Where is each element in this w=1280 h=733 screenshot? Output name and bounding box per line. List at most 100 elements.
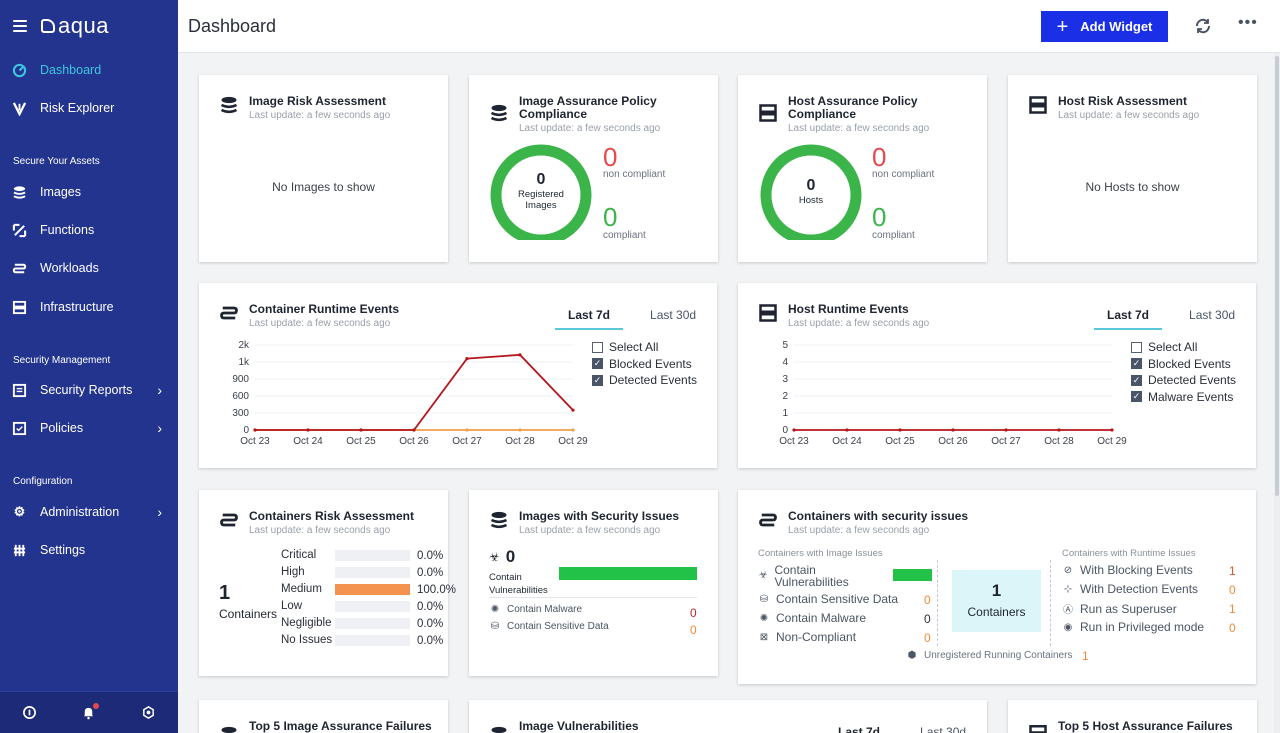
detection-icon: ⊹ <box>1063 583 1073 595</box>
page-title: Dashboard <box>188 16 277 36</box>
non-compliant-icon: ⊠ <box>759 631 769 643</box>
legend-select-all[interactable]: Select All <box>1131 339 1236 356</box>
sidebar-item-label: Functions <box>40 223 95 237</box>
data-point <box>518 428 522 432</box>
sidebar-item-administration[interactable]: ⚙ Administration › <box>0 495 178 529</box>
tab-last-7d[interactable]: Last 7d <box>555 308 624 330</box>
runtime-issues-header: Containers with Runtime Issues <box>1062 548 1196 559</box>
tab-last-7d[interactable]: Last 7d <box>1094 308 1163 330</box>
widget-host-assurance-policy: Host Assurance Policy Compliance Last up… <box>738 75 987 262</box>
risk-bar <box>335 550 410 561</box>
aqua-logo-icon <box>41 19 55 33</box>
risk-row: Low 0.0% <box>281 598 461 615</box>
widget-title: Image Risk Assessment <box>249 94 386 108</box>
widget-title: Image Vulnerabilities <box>519 719 639 733</box>
donut-label: Registered <box>518 189 564 200</box>
user-icon[interactable] <box>140 705 156 721</box>
x-tick-label: Oct 26 <box>938 436 968 447</box>
vulnerabilities-bar <box>893 569 932 581</box>
sensitive-count: 0 <box>924 593 931 607</box>
sidebar-item-policies[interactable]: Policies › <box>0 411 178 445</box>
checkbox-checked[interactable]: ✓ <box>1131 391 1142 403</box>
widget-image-risk-assessment: Image Risk Assessment Last update: a few… <box>199 75 448 262</box>
compliant-label: compliant <box>872 230 915 241</box>
more-options-icon[interactable]: ••• <box>1238 14 1258 31</box>
sidebar-item-workloads[interactable]: Workloads <box>0 251 178 285</box>
sidebar-item-security-reports[interactable]: Security Reports › <box>0 373 178 407</box>
checkbox-checked[interactable]: ✓ <box>1131 374 1142 386</box>
sliders-icon <box>12 543 27 558</box>
risk-percent: 0.0% <box>417 566 444 579</box>
empty-message: No Images to show <box>272 180 375 194</box>
menu-icon[interactable] <box>13 20 27 32</box>
widget-title: Host Risk Assessment <box>1058 94 1187 108</box>
last-update: Last update: a few seconds ago <box>249 525 391 537</box>
data-point <box>1110 428 1114 432</box>
layers-icon <box>489 103 509 123</box>
sidebar-item-risk-explorer[interactable]: Risk Explorer <box>0 91 178 125</box>
vuln-label-line2: Vulnerabilities <box>489 585 548 597</box>
sidebar-item-infrastructure[interactable]: Infrastructure <box>0 290 178 324</box>
scrollbar-thumb[interactable] <box>1275 56 1279 496</box>
layers-icon <box>489 720 509 733</box>
tab-last-30d[interactable]: Last 30d <box>920 725 967 733</box>
checkbox-checked[interactable]: ✓ <box>592 358 603 370</box>
legend-blocked-events[interactable]: ✓ Blocked Events <box>1131 356 1231 371</box>
malware-count: 0 <box>690 606 697 620</box>
report-icon <box>12 383 27 398</box>
risk-severity-label: Critical <box>281 549 317 562</box>
risk-row: Critical 0.0% <box>281 547 461 564</box>
server-icon <box>1028 95 1048 115</box>
logo[interactable]: aqua <box>41 13 109 39</box>
containers-summary[interactable]: 1 Containers <box>952 570 1041 632</box>
checkbox-checked[interactable]: ✓ <box>592 374 603 386</box>
sidebar-item-dashboard[interactable]: Dashboard <box>0 53 178 87</box>
layers-icon <box>219 95 239 115</box>
bell-icon[interactable] <box>81 702 99 721</box>
widget-title: Image Assurance Policy <box>519 94 657 108</box>
widget-image-assurance-policy: Image Assurance Policy Compliance Last u… <box>469 75 718 262</box>
blocking-count: 1 <box>1229 564 1236 578</box>
sidebar-item-label: Risk Explorer <box>40 101 115 115</box>
data-point <box>412 428 416 432</box>
legend-select-all[interactable]: Select All <box>592 339 697 356</box>
widget-title: Top 5 Image Assurance Failures <box>249 719 432 733</box>
workloads-icon <box>219 510 239 530</box>
checkbox[interactable] <box>592 341 603 353</box>
x-tick-label: Oct 27 <box>452 436 482 447</box>
tab-last-7d[interactable]: Last 7d <box>825 725 893 733</box>
dashboard-icon <box>12 63 27 78</box>
layers-icon <box>219 720 239 733</box>
sidebar-item-functions[interactable]: Functions <box>0 213 178 247</box>
x-tick-label: Oct 24 <box>832 436 862 447</box>
legend-blocked-events[interactable]: ✓ Blocked Events <box>592 356 692 371</box>
data-point <box>571 408 575 412</box>
x-tick-label: Oct 23 <box>240 436 270 447</box>
sidebar-item-label: Images <box>40 185 81 199</box>
gear-icon: ⚙ <box>13 504 26 519</box>
containers-label: Containers <box>967 605 1026 619</box>
data-point <box>306 428 310 432</box>
x-tick-label: Oct 28 <box>1044 436 1074 447</box>
checkbox[interactable] <box>1131 341 1142 353</box>
legend-detected-events[interactable]: ✓ Detected Events <box>592 373 698 388</box>
bug-icon: ☣ <box>758 570 768 581</box>
tab-last-30d[interactable]: Last 30d <box>650 308 697 322</box>
checkbox-checked[interactable]: ✓ <box>1131 358 1142 370</box>
sidebar-item-images[interactable]: Images <box>0 175 178 209</box>
data-point <box>1004 428 1008 432</box>
y-tick-label: 3 <box>782 374 788 385</box>
tab-last-30d[interactable]: Last 30d <box>1189 308 1236 322</box>
legend-malware-events[interactable]: ✓ Malware Events <box>1131 389 1234 404</box>
last-update: Last update: a few seconds ago <box>788 318 930 330</box>
add-widget-button[interactable]: + Add Widget <box>1041 11 1168 42</box>
widget-container-runtime-events: Container Runtime Events Last update: a … <box>199 283 717 468</box>
risk-percent: 0.0% <box>417 617 444 630</box>
legend-detected-events[interactable]: ✓ Detected Events <box>1131 373 1237 388</box>
info-icon[interactable] <box>22 705 38 721</box>
section-label: Security Management <box>13 355 111 366</box>
refresh-icon[interactable] <box>1194 17 1212 35</box>
vulnerabilities-bar <box>559 567 697 580</box>
sidebar-item-settings[interactable]: Settings <box>0 533 178 567</box>
